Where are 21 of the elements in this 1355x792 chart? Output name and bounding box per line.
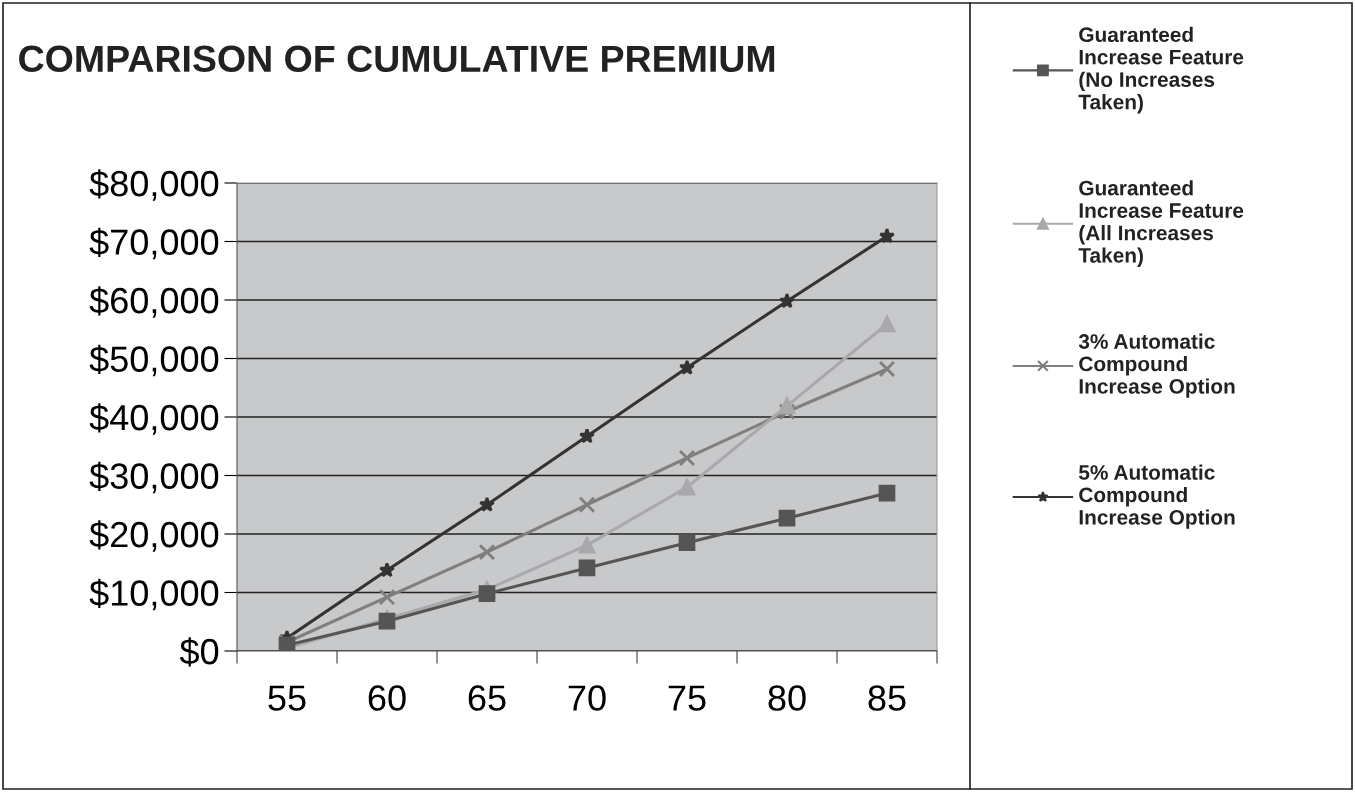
y-tick-label: $10,000: [89, 578, 219, 611]
x-tick-label: 70: [568, 685, 606, 711]
y-tick-label: $60,000: [89, 286, 219, 318]
y-tick-label: $80,000: [89, 169, 219, 201]
y-tick-label: $40,000: [89, 403, 219, 435]
y-tick-label: $50,000: [89, 344, 219, 377]
chart-title: COMPARISON OF CUMULATIVE PREMIUM: [19, 45, 775, 73]
legend-label: Guaranteed Increase Feature (All Increases Taken): [1078, 180, 1244, 267]
x-tick-label: 65: [468, 685, 506, 711]
legend-label: 3% Automatic Compound Increase Option: [1078, 333, 1235, 398]
x-tick-label: 60: [368, 685, 406, 711]
x-tick-label: 55: [268, 685, 306, 711]
y-tick-label: $70,000: [89, 227, 219, 260]
y-tick-label: $0: [179, 637, 219, 667]
legend-label: Guaranteed Increase Feature (No Increases Taken): [1078, 26, 1244, 114]
x-tick-label: 85: [868, 685, 906, 711]
y-tick-label: $20,000: [89, 520, 219, 552]
x-tick-label: 75: [668, 685, 706, 711]
y-tick-label: $30,000: [89, 461, 219, 494]
x-tick-label: 80: [768, 685, 806, 711]
legend-label: 5% Automatic Compound Increase Option: [1078, 464, 1235, 529]
